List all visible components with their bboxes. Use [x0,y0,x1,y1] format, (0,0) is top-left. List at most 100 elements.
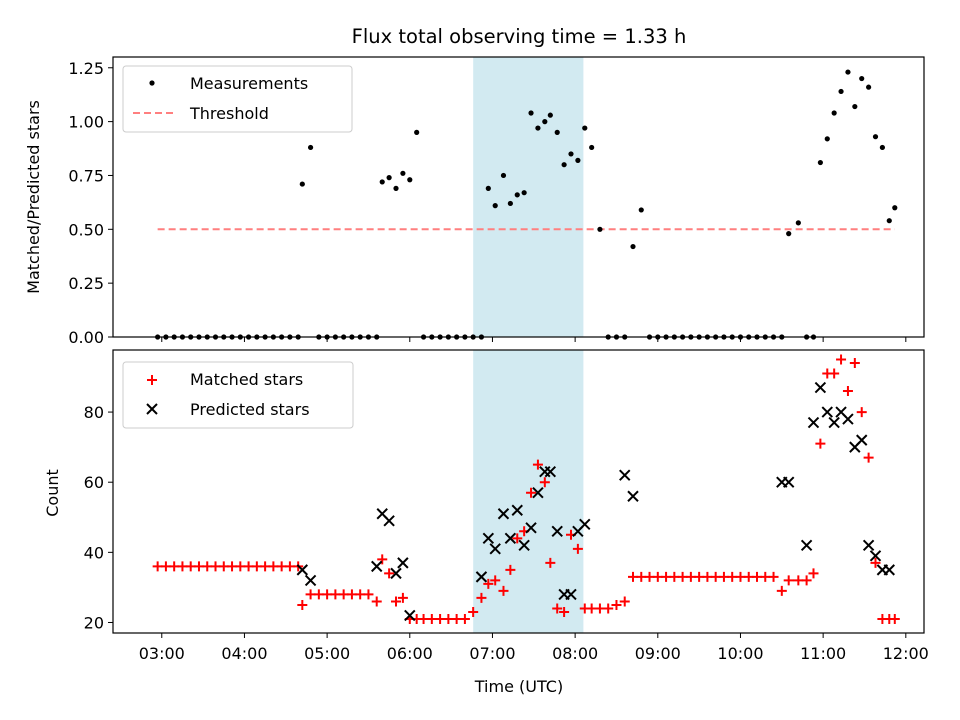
point-measurements [879,144,885,151]
point-measurements [824,136,830,142]
point-predicted-stars [532,487,544,499]
point-matched-stars [459,613,470,624]
legend-marker-matched [147,375,157,385]
point-matched-stars [468,606,479,617]
point-predicted-stars [814,381,827,394]
point-matched-stars [397,592,408,603]
point-matched-stars [815,438,826,449]
point-predicted-stars [551,525,563,538]
point-predicted-stars [397,557,409,569]
point-predicted-stars [404,609,416,622]
point-measurements [299,181,305,187]
point-measurements [492,203,498,209]
point-predicted-stars [782,476,795,488]
point-matched-stars [377,554,388,565]
point-predicted-stars [371,560,383,573]
point-matched-stars [603,603,614,614]
point-measurements [379,179,385,185]
legend-label-predicted: Predicted stars [190,400,310,419]
legend-ratio: Measurements Threshold [122,65,353,133]
x-tick-label: 06:00 [387,644,433,663]
point-measurements [393,185,399,191]
point-measurements [485,185,491,191]
point-predicted-stars [390,567,402,580]
point-predicted-stars [565,588,577,601]
legend-label-measurements: Measurements [190,74,308,93]
point-measurements [886,218,892,224]
x-tick-label: 03:00 [139,644,185,663]
point-matched-stars [297,599,308,610]
observing-span-top [473,57,584,337]
point-predicted-stars [807,416,820,429]
point-matched-stars [476,592,487,603]
point-matched-stars [889,613,900,624]
point-predicted-stars [544,465,557,478]
point-matched-stars [559,606,570,617]
point-matched-stars [836,354,847,365]
point-measurements [400,170,406,176]
observing-span-bot [473,350,584,633]
point-predicted-stars [619,469,631,481]
point-matched-stars [539,477,550,488]
point-matched-stars [384,568,395,579]
point-matched-stars [545,557,556,568]
point-measurements [568,151,574,157]
point-measurements [582,125,588,131]
point-measurements [514,192,520,198]
point-predicted-stars [627,490,639,502]
x-tick-label: 12:00 [883,644,929,663]
point-predicted-stars [579,518,591,530]
y-tick-label: 40 [84,543,104,562]
point-measurements [500,172,507,179]
legend-ratio-box [122,65,353,133]
x-tick-label: 08:00 [552,644,598,663]
point-measurements [575,157,581,163]
point-measurements [597,226,603,232]
point-predicted-stars [800,539,813,552]
point-matched-stars [849,357,860,368]
point-matched-stars [776,585,787,596]
point-matched-stars [498,585,509,596]
point-measurements [859,75,865,82]
point-predicted-stars [862,539,875,552]
y-tick-label: 0.00 [68,328,104,347]
point-matched-stars [512,533,523,544]
point-predicted-stars [883,564,895,576]
xlabel: Time (UTC) [474,677,563,696]
point-matched-stars [768,571,779,582]
point-predicted-stars [497,508,510,520]
x-tick-label: 05:00 [304,644,350,663]
point-measurements [407,177,413,183]
point-measurements [547,112,553,118]
point-matched-stars [863,452,874,463]
legend-label-matched: Matched stars [190,370,303,389]
point-matched-stars [842,386,853,397]
point-measurements [866,84,872,90]
legend-label-threshold: Threshold [189,104,269,123]
y-tick-label: 0.50 [68,220,104,239]
legend-count: Matched stars Predicted stars [122,361,354,429]
point-measurements [831,110,837,116]
point-measurements [786,231,792,237]
point-measurements [872,134,879,140]
point-measurements [838,88,844,95]
x-tick-label: 07:00 [469,644,515,663]
point-predicted-stars [511,504,523,516]
point-predicted-stars [489,543,501,555]
point-measurements [845,69,851,75]
point-matched-stars [870,557,881,568]
ylabel-ratio: Matched/Predicted stars [24,100,43,294]
legend-count-box [122,361,354,429]
point-measurements [307,144,314,151]
point-predicted-stars [482,532,495,545]
point-predicted-stars [475,571,488,583]
point-matched-stars [526,487,537,498]
point-matched-stars [483,578,494,589]
point-matched-stars [552,603,563,614]
y-tick-label: 20 [84,613,104,632]
point-measurements [892,205,898,211]
point-measurements [817,159,823,166]
point-predicted-stars [525,522,537,534]
legend-marker-measurements [149,80,155,86]
